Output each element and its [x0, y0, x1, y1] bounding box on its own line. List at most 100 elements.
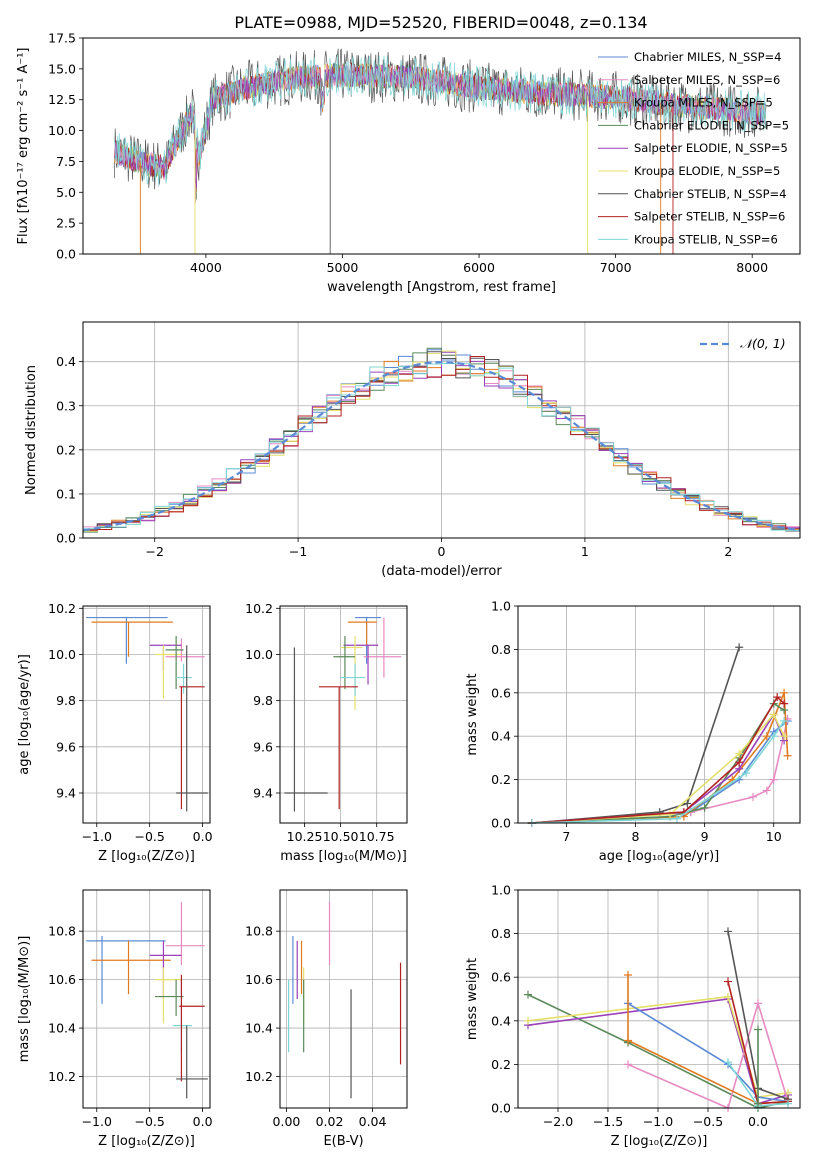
- y-tick-label: 10.6: [48, 972, 76, 987]
- y-tick-label: 0.4: [491, 729, 511, 744]
- mass-weight-line: [627, 1002, 789, 1103]
- y-tick-label: 5.0: [56, 185, 76, 200]
- legend-entry: Kroupa ELODIE, N_SSP=5: [634, 164, 780, 178]
- x-tick-label: −1: [289, 544, 307, 559]
- mass-weight-marker: [784, 1099, 792, 1108]
- plot-frame: [517, 605, 801, 824]
- mass-weight-line: [627, 1000, 789, 1110]
- y-tick-label: 10.2: [48, 601, 76, 616]
- y-tick-label: 0.2: [491, 1057, 511, 1072]
- mass-weight-marker: [735, 643, 744, 652]
- y-tick-label: 10.4: [48, 1021, 76, 1036]
- y-tick-label: 15.0: [48, 61, 76, 76]
- x-tick-label: 7: [562, 829, 570, 844]
- mass-weight-line: [531, 692, 789, 824]
- mass-weight-line: [531, 695, 785, 824]
- plot-frame: [279, 605, 408, 824]
- mass-weight-marker: [700, 803, 709, 812]
- mass-weight-marker: [749, 792, 757, 801]
- x-axis-label: Z [log₁₀(Z/Z⊙)]: [611, 1134, 708, 1149]
- y-tick-label: 0.6: [491, 685, 511, 700]
- mass-weight-marker: [769, 710, 778, 719]
- x-tick-label: 0.00: [273, 1114, 301, 1129]
- plot-frame: [82, 321, 801, 539]
- mass-weight-vs-age-panel: 7 8 9 10 0.0 0.2 0.4 0.6 0.8 1.0 age [log₁₀(age/yr…: [465, 599, 801, 864]
- spectrum-line-kroupa-stelib: [114, 54, 767, 187]
- y-tick-label: 0.6: [491, 970, 511, 985]
- mass-weight-marker: [780, 732, 789, 741]
- x-tick-label: 0.04: [359, 1114, 387, 1129]
- normal-curve: [83, 360, 800, 532]
- x-tick-label: 7000: [600, 260, 632, 275]
- mass-weight-marker: [754, 1025, 762, 1034]
- x-axis-label: Z [log₁₀(Z/Z⊙)]: [98, 849, 195, 864]
- x-tick-label: 4000: [190, 260, 222, 275]
- y-tick-label: 0.0: [56, 247, 76, 262]
- mass-vs-metallicity-panel: −1.0 −0.5 0.0 10.2 10.4 10.6 10.8 Z [log₁₀(Z/Z⊙…: [17, 889, 213, 1149]
- x-tick-label: 9: [701, 829, 709, 844]
- histogram-step: [83, 362, 800, 531]
- plot-frame: [82, 37, 801, 255]
- residual-histogram-panel: −2 −1 0 1 2 0.0 0.1 0.2 0.3 0.4 (data-model)/error…: [24, 321, 801, 579]
- y-tick-label: 9.4: [56, 785, 76, 800]
- y-tick-label: 7.5: [56, 154, 76, 169]
- y-tick-label: 9.4: [253, 785, 273, 800]
- y-tick-label: 9.8: [56, 693, 76, 708]
- plot-frame: [82, 889, 211, 1109]
- mass-weight-marker: [762, 786, 771, 795]
- x-tick-label: 1: [581, 544, 589, 559]
- x-tick-label: 10.25: [287, 829, 323, 844]
- age-vs-metallicity-panel: −1.0 −0.5 0.0 9.4 9.6 9.8 10.0 10.2 Z [log₁₀(Z/Z…: [17, 601, 213, 864]
- mass-weight-marker: [783, 751, 792, 760]
- y-tick-label: 1.0: [491, 883, 511, 898]
- mass-weight-marker: [742, 769, 751, 778]
- mass-weight-marker: [780, 699, 789, 708]
- legend-entry: Kroupa STELIB, N_SSP=6: [634, 232, 778, 246]
- mass-weight-marker: [769, 775, 778, 784]
- y-tick-label: 10.8: [48, 924, 76, 939]
- y-tick-label: 9.6: [253, 739, 273, 754]
- y-tick-label: 9.6: [56, 739, 76, 754]
- figure-title: PLATE=0988, MJD=52520, FIBERID=0048, z=0…: [234, 13, 647, 32]
- mass-weight-marker: [780, 717, 789, 726]
- y-tick-label: 0.4: [56, 354, 76, 369]
- y-tick-label: 10.6: [245, 972, 273, 987]
- y-tick-label: 2.5: [56, 216, 76, 231]
- spectrum-panel: 4000 5000 6000 7000 8000 0.0 2.5 5.0 7.5 10.0 12.5…: [16, 31, 801, 295]
- x-tick-label: 0.0: [193, 829, 213, 844]
- y-tick-label: 10.4: [245, 1021, 273, 1036]
- mass-weight-marker: [773, 693, 782, 702]
- x-tick-label: −2: [145, 544, 163, 559]
- y-tick-label: 10.0: [48, 647, 76, 662]
- y-tick-label: 0.8: [491, 642, 511, 657]
- legend-entry: 𝒩(0, 1): [740, 336, 786, 351]
- legend-entry: Salpeter MILES, N_SSP=6: [634, 73, 780, 87]
- y-axis-label: Normed distribution: [24, 365, 39, 495]
- x-tick-label: 0: [438, 544, 446, 559]
- x-axis-label: Z [log₁₀(Z/Z⊙)]: [98, 1134, 195, 1149]
- x-axis-label: mass [log₁₀(M/M⊙)]: [280, 849, 407, 864]
- mass-weight-marker: [724, 927, 732, 936]
- histogram-step: [83, 351, 800, 530]
- x-tick-label: 6000: [463, 260, 495, 275]
- x-axis-label: (data-model)/error: [381, 564, 502, 579]
- x-tick-label: −0.5: [134, 1114, 164, 1129]
- mass-weight-vs-metallicity-panel: −2.0 −1.5 −1.0 −0.5 0.0 0.0 0.2 0.4 0.6 0.8 1.0 Z […: [465, 883, 801, 1149]
- y-tick-label: 0.2: [491, 772, 511, 787]
- y-tick-label: 0.0: [491, 1101, 511, 1116]
- mass-weight-marker: [754, 999, 762, 1008]
- y-tick-label: 0.8: [491, 926, 511, 941]
- x-tick-label: −0.5: [134, 829, 164, 844]
- mass-vs-reddening-panel: 0.00 0.02 0.04 10.2 10.4 10.6 10.8 E(B-V): [245, 889, 408, 1149]
- mass-weight-marker: [724, 977, 732, 986]
- legend-entry: Kroupa MILES, N_SSP=5: [634, 96, 773, 110]
- y-tick-label: 12.5: [48, 92, 76, 107]
- x-axis-label: E(B-V): [323, 1134, 363, 1149]
- mass-weight-marker: [683, 799, 692, 808]
- legend-entry: Chabrier STELIB, N_SSP=4: [634, 187, 786, 201]
- mass-weight-marker: [780, 688, 789, 697]
- histograms: [83, 347, 800, 533]
- age-vs-mass-panel: 10.25 10.50 10.75 9.4 9.6 9.8 10.0 10.2 mass [lo…: [245, 601, 408, 864]
- x-tick-label: 0.0: [193, 1114, 213, 1129]
